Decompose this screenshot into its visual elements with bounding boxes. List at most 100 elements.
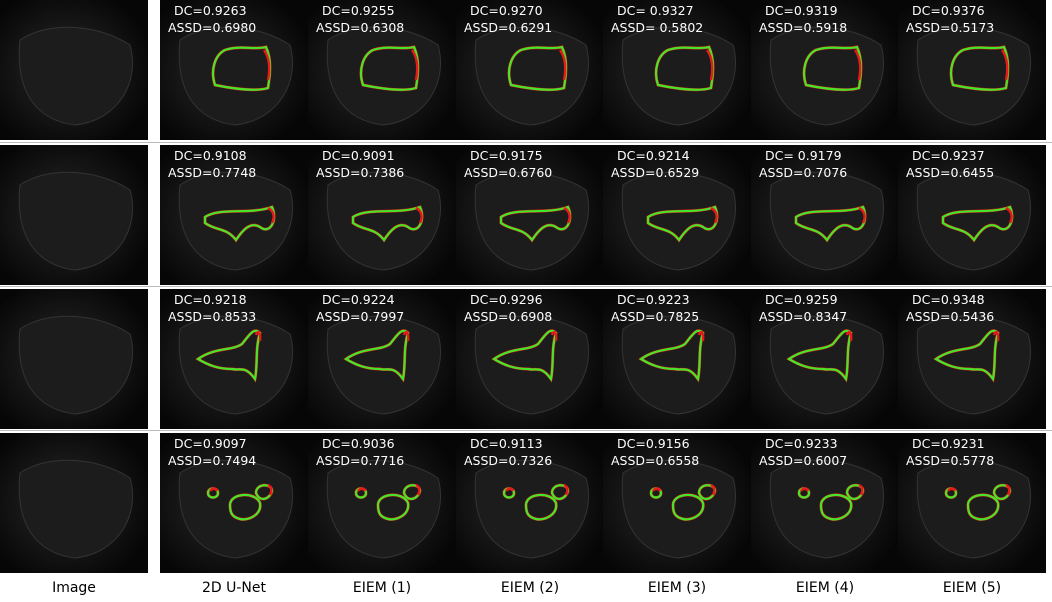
contour-error: [1005, 206, 1013, 224]
contour-error: [697, 330, 705, 342]
contour-error: [254, 330, 262, 342]
dc-label: DC=0.9175: [470, 148, 543, 163]
anatomy: [916, 171, 1032, 271]
dc-label: DC=0.9224: [322, 292, 395, 307]
dc-label: DC=0.9259: [765, 292, 838, 307]
assd-label: ASSD=0.6529: [611, 165, 699, 180]
contour: [638, 329, 705, 382]
assd-label: ASSD=0.6308: [316, 20, 404, 35]
anatomy: [474, 171, 590, 271]
contour-error: [705, 49, 714, 81]
contour: [491, 329, 558, 382]
contour-error: [357, 483, 421, 496]
contour-error: [415, 206, 423, 224]
image-tile: DC=0.9233 ASSD=0.6007: [751, 433, 899, 573]
image-tile: DC=0.9091 ASSD=0.7386: [308, 145, 456, 285]
assd-label: ASSD=0.6760: [464, 165, 552, 180]
contour: [802, 45, 863, 91]
anatomy: [769, 315, 885, 415]
dc-label: DC=0.9319: [765, 3, 838, 18]
assd-label: ASSD=0.5436: [906, 309, 994, 324]
dc-label: DC=0.9231: [912, 436, 985, 451]
image-tile: DC=0.9036 ASSD=0.7716: [308, 433, 456, 573]
image-tile: DC=0.9255 ASSD=0.6308: [308, 0, 456, 140]
image-tile: DC=0.9237 ASSD=0.6455: [898, 145, 1046, 285]
contour: [654, 45, 715, 91]
dc-label: DC= 0.9327: [617, 3, 694, 18]
dc-label: DC=0.9233: [765, 436, 838, 451]
contour-error: [800, 483, 864, 496]
column-label: EIEM (3): [648, 580, 706, 596]
contour-error: [550, 330, 558, 342]
dc-label: DC=0.9255: [322, 3, 395, 18]
contour: [359, 45, 420, 91]
contour-error: [845, 330, 853, 342]
image-tile: DC=0.9376 ASSD=0.5173: [898, 0, 1046, 140]
assd-label: ASSD=0.8347: [759, 309, 847, 324]
contour-error: [853, 49, 862, 81]
dc-label: DC=0.9348: [912, 292, 985, 307]
contour: [351, 205, 424, 242]
image-tile: DC=0.9113 ASSD=0.7326: [456, 433, 604, 573]
contour-error: [558, 49, 567, 81]
column-label: Image: [52, 580, 96, 596]
contour-error: [267, 206, 275, 224]
contour-error: [947, 483, 1011, 496]
dc-label: DC=0.9108: [174, 148, 247, 163]
contour: [499, 205, 572, 242]
contour-error: [410, 49, 419, 81]
assd-label: ASSD= 0.5802: [611, 20, 703, 35]
image-tile: [0, 433, 148, 573]
assd-label: ASSD=0.8533: [168, 309, 256, 324]
assd-label: ASSD=0.6558: [611, 453, 699, 468]
image-tile: [0, 289, 148, 429]
anatomy: [769, 171, 885, 271]
dc-label: DC=0.9097: [174, 436, 247, 451]
contour: [646, 205, 719, 242]
dc-label: DC=0.9156: [617, 436, 690, 451]
column-label: EIEM (5): [943, 580, 1001, 596]
image-tile: DC=0.9175 ASSD=0.6760: [456, 145, 604, 285]
contour: [203, 205, 276, 242]
assd-label: ASSD=0.7997: [316, 309, 404, 324]
image-tile: DC= 0.9327 ASSD= 0.5802: [603, 0, 751, 140]
assd-label: ASSD=0.7825: [611, 309, 699, 324]
dc-label: DC=0.9296: [470, 292, 543, 307]
dc-label: DC=0.9263: [174, 3, 247, 18]
image-tile: DC=0.9231 ASSD=0.5778: [898, 433, 1046, 573]
image-tile: [0, 0, 148, 140]
assd-label: ASSD=0.7076: [759, 165, 847, 180]
anatomy: [18, 171, 134, 271]
contour: [211, 45, 272, 91]
assd-label: ASSD=0.7748: [168, 165, 256, 180]
anatomy: [178, 315, 294, 415]
assd-label: ASSD=0.5918: [759, 20, 847, 35]
anatomy: [621, 171, 737, 271]
image-tile: DC=0.9223 ASSD=0.7825: [603, 289, 751, 429]
image-tile: DC=0.9218 ASSD=0.8533: [160, 289, 308, 429]
column-label: EIEM (4): [796, 580, 854, 596]
dc-label: DC=0.9218: [174, 292, 247, 307]
image-tile: DC=0.9156 ASSD=0.6558: [603, 433, 751, 573]
assd-label: ASSD=0.6007: [759, 453, 847, 468]
contour-error: [992, 330, 1000, 342]
contour-error: [652, 483, 716, 496]
image-tile: DC=0.9224 ASSD=0.7997: [308, 289, 456, 429]
assd-label: ASSD=0.6980: [168, 20, 256, 35]
image-tile: DC=0.9348 ASSD=0.5436: [898, 289, 1046, 429]
dc-label: DC=0.9113: [470, 436, 543, 451]
dc-label: DC=0.9223: [617, 292, 690, 307]
contour: [343, 329, 410, 382]
dc-label: DC=0.9237: [912, 148, 985, 163]
assd-label: ASSD=0.6291: [464, 20, 552, 35]
image-tile: DC=0.9259 ASSD=0.8347: [751, 289, 899, 429]
dc-label: DC=0.9214: [617, 148, 690, 163]
contour-error: [505, 483, 569, 496]
image-tile: DC= 0.9179 ASSD=0.7076: [751, 145, 899, 285]
column-label: EIEM (1): [353, 580, 411, 596]
dc-label: DC=0.9036: [322, 436, 395, 451]
column-label: 2D U-Net: [202, 580, 267, 596]
assd-label: ASSD=0.7716: [316, 453, 404, 468]
image-tile: DC=0.9214 ASSD=0.6529: [603, 145, 751, 285]
